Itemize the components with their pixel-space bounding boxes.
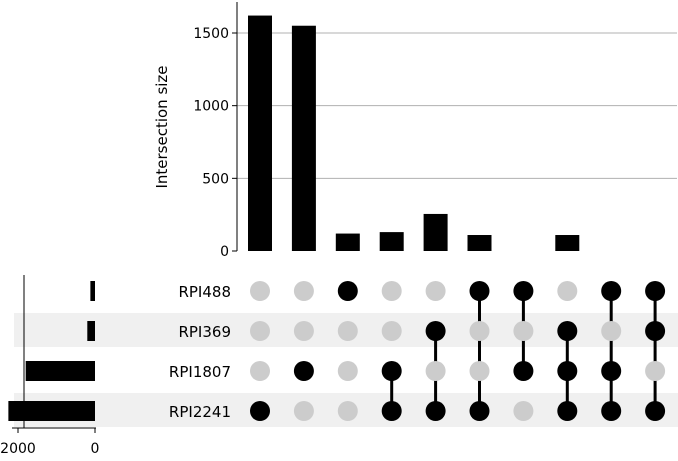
y-axis: 0 500 1000 1500: [193, 2, 238, 260]
matrix-dot-active: [645, 401, 666, 421]
matrix-dot-active: [513, 361, 534, 381]
matrix-dot-active: [557, 321, 578, 341]
y-axis-label: Intersection size: [153, 65, 171, 188]
matrix-dot-active: [645, 321, 666, 341]
set-axis-tick-label: 0: [91, 441, 100, 457]
intersection-bar: [379, 232, 404, 251]
set-size-bar: [90, 281, 95, 301]
matrix-dot-active: [425, 321, 446, 341]
matrix-dot-inactive: [293, 281, 314, 301]
intersection-bar: [291, 25, 316, 251]
y-tick-label: 1500: [193, 26, 229, 42]
intersection-bar: [335, 233, 360, 251]
intersection-bar: [555, 235, 580, 251]
matrix-dot-active: [250, 401, 270, 421]
set-size-axis: 2000 0: [0, 275, 99, 457]
matrix-dot-inactive: [601, 321, 622, 341]
set-label: RPI1807: [169, 363, 231, 381]
set-size-bars: [8, 281, 96, 421]
intersection-bar: [423, 213, 448, 251]
matrix-dot-inactive: [250, 321, 270, 341]
matrix-dot-active: [557, 401, 578, 421]
set-size-bar: [8, 401, 95, 421]
matrix-dot-inactive: [425, 281, 446, 301]
matrix-dot-inactive: [425, 361, 446, 381]
y-tick-label: 500: [202, 171, 229, 187]
set-size-bar: [25, 361, 96, 381]
matrix-dot-active: [381, 361, 402, 381]
intersection-bars: [248, 15, 580, 252]
matrix-dot-active: [469, 401, 490, 421]
matrix-dot-active: [469, 281, 490, 301]
matrix-dot-inactive: [557, 281, 578, 301]
matrix-dot-inactive: [513, 401, 534, 421]
matrix-dot-inactive: [381, 281, 402, 301]
intersection-bar: [248, 15, 272, 252]
matrix-dot-active: [337, 281, 358, 301]
matrix-dot-inactive: [645, 361, 666, 381]
matrix-dot-active: [601, 361, 622, 381]
matrix-dot-active: [557, 361, 578, 381]
matrix-dot-inactive: [337, 321, 358, 341]
set-axis-tick-label: 2000: [0, 441, 36, 457]
set-labels: RPI488 RPI369 RPI1807 RPI2241: [169, 283, 231, 421]
matrix-dot-inactive: [250, 361, 270, 381]
set-label: RPI369: [178, 323, 231, 341]
matrix-dot-inactive: [469, 361, 490, 381]
matrix-dot-inactive: [250, 281, 270, 301]
intersection-bar: [467, 235, 492, 251]
set-label: RPI488: [178, 283, 231, 301]
matrix-dot-active: [601, 401, 622, 421]
matrix-dot-active: [425, 401, 446, 421]
matrix-dot-inactive: [337, 401, 358, 421]
set-size-bar: [87, 321, 95, 341]
matrix-dot-inactive: [293, 321, 314, 341]
matrix-dot-inactive: [469, 321, 490, 341]
matrix-dot-active: [293, 361, 314, 381]
matrix-dot-inactive: [513, 321, 534, 341]
matrix-dot-inactive: [337, 361, 358, 381]
matrix-dot-active: [381, 401, 402, 421]
y-tick-label: 0: [220, 244, 229, 260]
matrix-dot-inactive: [381, 321, 402, 341]
matrix-dot-active: [513, 281, 534, 301]
matrix-dot-inactive: [293, 401, 314, 421]
intersection-matrix: [250, 281, 666, 421]
matrix-dot-active: [645, 281, 666, 301]
matrix-dot-active: [601, 281, 622, 301]
y-tick-label: 1000: [193, 99, 229, 115]
set-label: RPI2241: [169, 403, 231, 421]
